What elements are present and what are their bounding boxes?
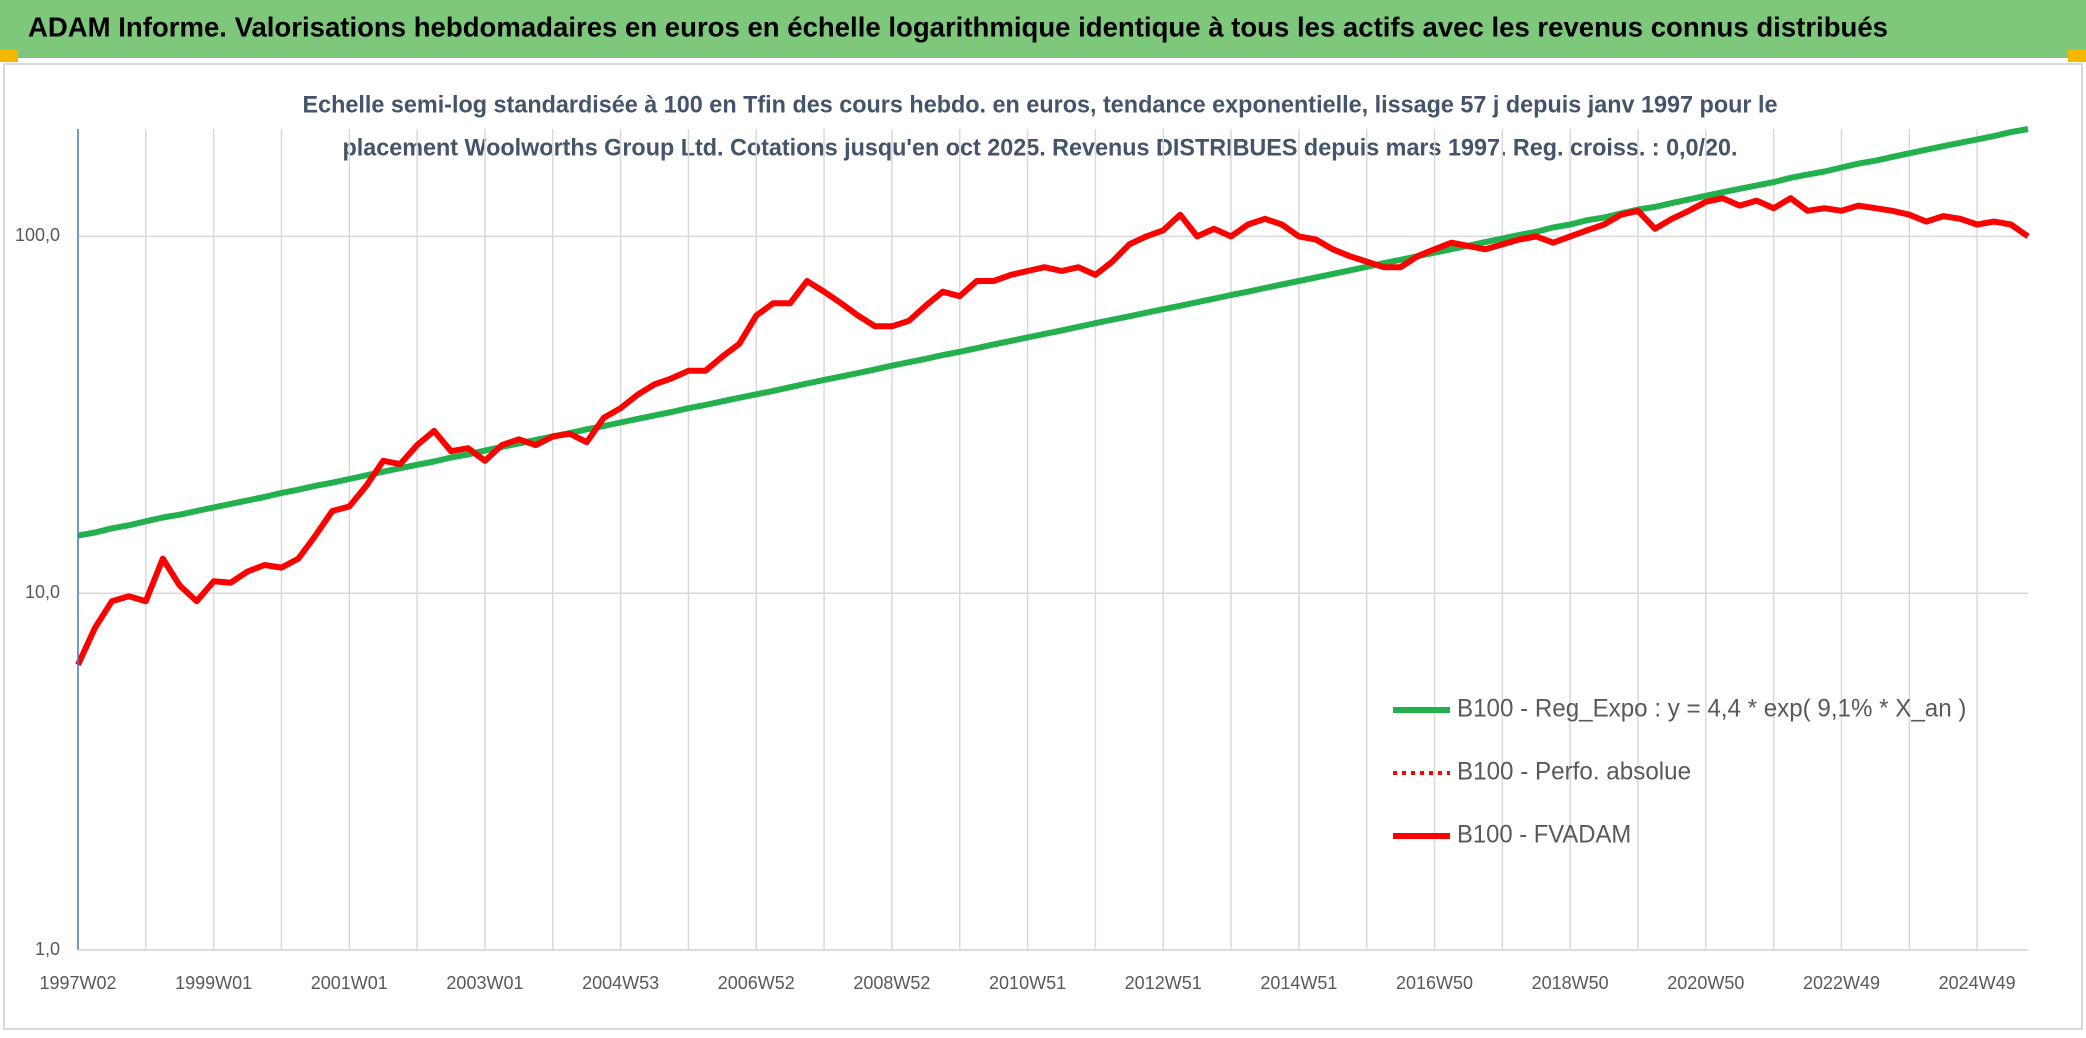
x-tick-label: 2018W50 xyxy=(1532,973,1609,993)
x-tick-label: 2003W01 xyxy=(446,973,523,993)
x-tick-label: 2010W51 xyxy=(989,973,1066,993)
header-bar xyxy=(0,0,2086,58)
x-tick-label: 1997W02 xyxy=(39,973,116,993)
y-tick-label: 10,0 xyxy=(25,582,60,602)
plot-frame xyxy=(3,63,2083,1030)
x-tick-label: 2016W50 xyxy=(1396,973,1473,993)
x-tick-label: 2024W49 xyxy=(1939,973,2016,993)
chart-subtitle: Echelle semi-log standardisée à 100 en T… xyxy=(303,91,1778,118)
series-layer xyxy=(75,126,2030,667)
x-tick-label: 2004W53 xyxy=(582,973,659,993)
chart-subtitle: placement Woolworths Group Ltd. Cotation… xyxy=(343,134,1738,161)
x-tick-label: 1999W01 xyxy=(175,973,252,993)
chart-title: ADAM Informe. Valorisations hebdomadaire… xyxy=(28,11,1888,42)
legend-label: B100 - FVADAM xyxy=(1457,821,1631,849)
grid xyxy=(77,129,2028,951)
x-tick-label: 2008W52 xyxy=(853,973,930,993)
x-tick-label: 2001W01 xyxy=(311,973,388,993)
axes: 1,0 10,0 100,0 1997W02 1999W01 2001W01 2003W01… xyxy=(15,129,2028,993)
legend-label: B100 - Perfo. absolue xyxy=(1457,758,1691,786)
x-tick-label: 2012W51 xyxy=(1125,973,1202,993)
x-tick-label: 2020W50 xyxy=(1667,973,1744,993)
corner-right xyxy=(2068,50,2086,62)
series-line xyxy=(75,195,2030,667)
y-tick-label: 1,0 xyxy=(35,939,60,959)
x-tick-label: 2006W52 xyxy=(718,973,795,993)
x-tick-label: 2022W49 xyxy=(1803,973,1880,993)
legend-label: B100 - Reg_Expo : y = 4,4 * exp( 9,1% * … xyxy=(1457,695,1966,723)
y-tick-label: 100,0 xyxy=(15,225,60,245)
legend: B100 - Reg_Expo : y = 4,4 * exp( 9,1% * … xyxy=(1393,695,1966,849)
corner-left xyxy=(0,50,18,62)
x-tick-label: 2014W51 xyxy=(1260,973,1337,993)
series-line xyxy=(77,126,2029,539)
